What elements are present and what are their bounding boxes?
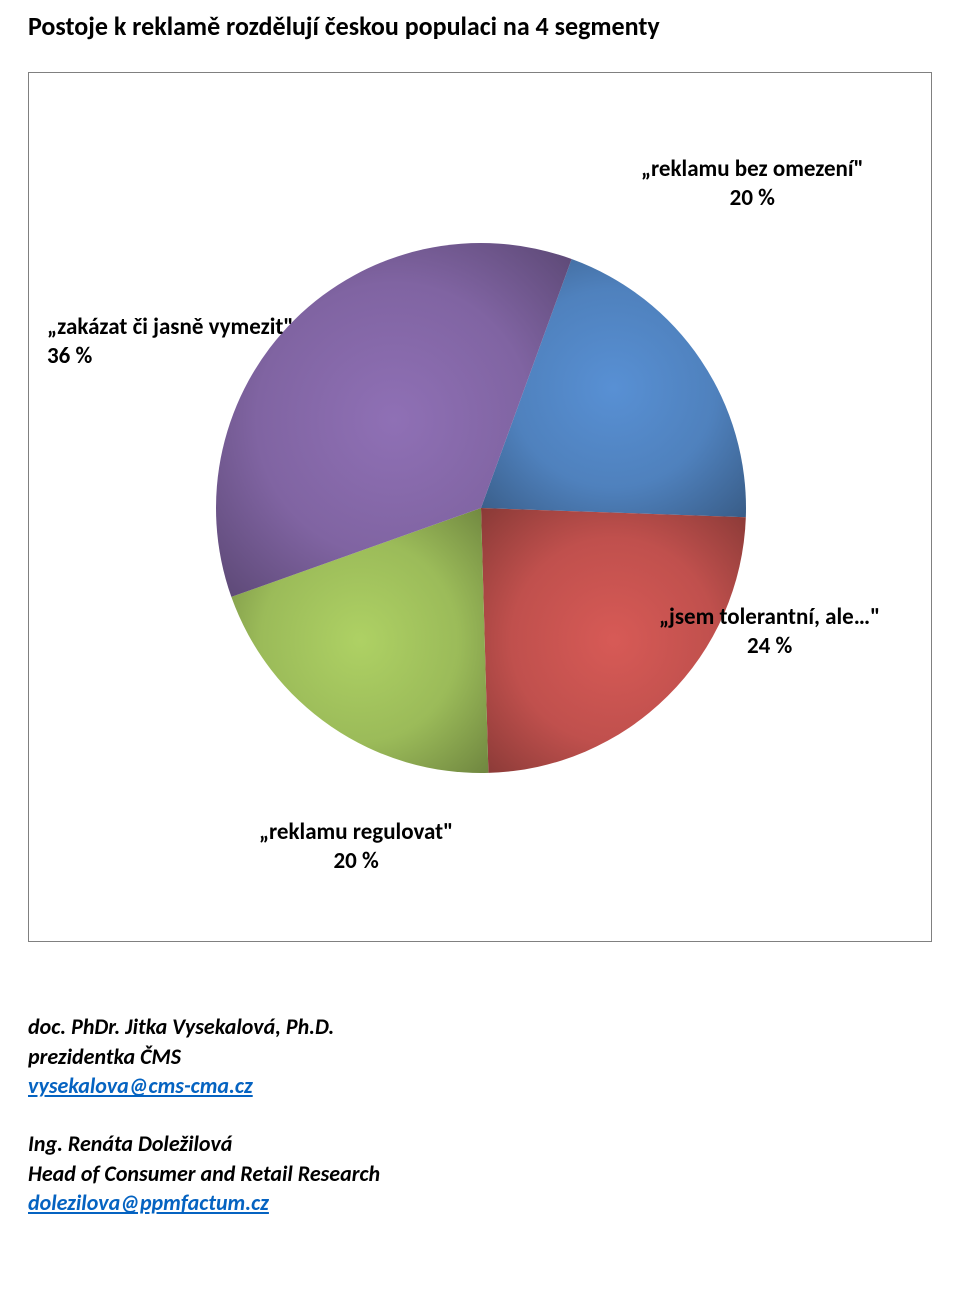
author2-email-link[interactable]: dolezilova@ppmfactum.cz	[28, 1189, 269, 1216]
pie-slice-label: „jsem tolerantní, ale…" 24 %	[659, 603, 880, 661]
page: Postoje k reklamě rozdělují českou popul…	[0, 0, 960, 1312]
author2-name: Ing. Renáta Doležilová	[28, 1129, 932, 1159]
pie-slice-label: „reklamu bez omezení" 20 %	[641, 155, 864, 213]
author1-email-link[interactable]: vysekalova@cms-cma.cz	[28, 1072, 253, 1099]
author1-name: doc. PhDr. Jitka Vysekalová, Ph.D.	[28, 1012, 932, 1042]
pie-chart: „reklamu bez omezení" 20 % „jsem tolerant…	[29, 73, 931, 941]
author2-role: Head of Consumer and Retail Research	[28, 1159, 932, 1189]
author1-role: prezidentka ČMS	[28, 1042, 932, 1072]
page-title: Postoje k reklamě rozdělují českou popul…	[28, 10, 932, 42]
pie-slice-label: „zakázat či jasně vymezit" 36 %	[47, 313, 293, 371]
footer: doc. PhDr. Jitka Vysekalová, Ph.D. prezi…	[28, 1012, 932, 1218]
pie-chart-frame: „reklamu bez omezení" 20 % „jsem tolerant…	[28, 72, 932, 942]
pie-slice-label: „reklamu regulovat" 20 %	[259, 818, 453, 876]
